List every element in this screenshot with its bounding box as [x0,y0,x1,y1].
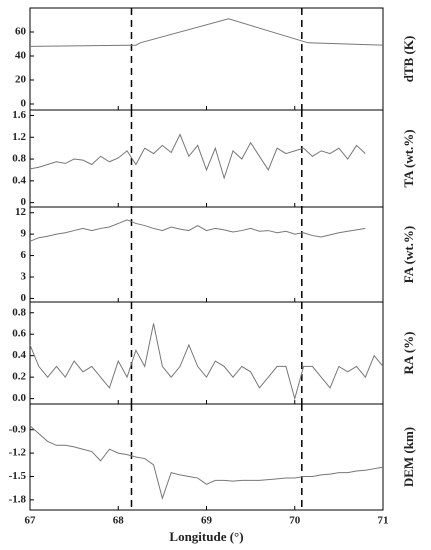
y-tick-label: 9 [21,228,27,240]
y-tick-label: 1.6 [12,109,26,121]
panel-frame [29,7,384,111]
y-tick-label: 12 [15,206,27,218]
x-axis-label: Longitude (°) [169,529,243,544]
y-tick-label: 1.2 [12,131,26,143]
panel-frame [29,109,384,208]
y-tick-label: -0.9 [9,423,27,435]
x-tick-label: 67 [25,515,37,527]
panel-frame [29,301,384,405]
y-tick-label: 0 [21,292,27,304]
y-tick-label: 0.0 [12,392,26,404]
y-axis-label: DEM (km) [401,427,416,487]
y-tick-label: 0.4 [12,349,26,361]
y-tick-label: 0.2 [12,371,26,383]
x-tick-label: 68 [113,515,125,527]
y-tick-label: -1.5 [9,470,27,482]
y-tick-label: 0.8 [12,153,26,165]
y-tick-label: 0.6 [12,328,26,340]
y-axis-label: dTB (K) [401,36,416,83]
y-tick-label: 0 [21,98,27,110]
data-line [29,425,384,501]
y-tick-label: -1.8 [9,493,27,505]
y-axis-label: FA (wt.%) [401,226,416,284]
y-tick-label: 40 [15,50,27,62]
x-tick-label: 69 [201,515,213,527]
y-tick-label: 0.8 [12,306,26,318]
y-axis-label: TA (wt.%) [401,129,416,187]
panel-frame [29,206,384,303]
y-tick-label: 6 [21,249,27,261]
data-line [29,133,366,180]
data-line [29,18,384,47]
y-tick-label: 20 [15,74,27,86]
y-tick-label: 60 [15,26,27,38]
y-tick-label: 3 [21,271,27,283]
y-tick-label: 0.4 [12,174,26,186]
data-line [29,219,366,242]
x-tick-label: 70 [289,515,301,527]
data-line [29,323,384,401]
y-tick-label: -1.2 [9,447,27,459]
y-axis-label: RA (%) [401,332,416,375]
y-tick-label: 0 [21,196,27,208]
x-tick-label: 71 [378,515,389,527]
panel-frame [29,403,384,511]
